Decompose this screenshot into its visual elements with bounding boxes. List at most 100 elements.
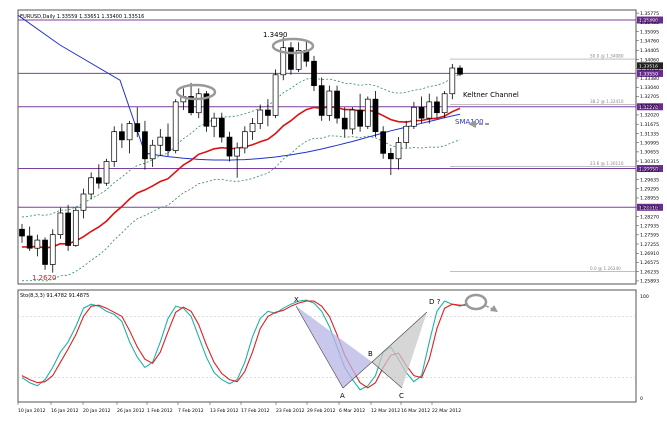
candle — [88, 172, 95, 200]
left-highlight-ellipse — [175, 83, 217, 101]
keltner-label: Keltner Channel — [463, 91, 519, 99]
candle-body — [272, 74, 279, 116]
candle-body — [226, 136, 233, 157]
candle — [288, 42, 294, 75]
price-badge — [637, 16, 663, 24]
time-tick-label: 16 Mar 2012 — [401, 408, 430, 414]
candle-body — [334, 90, 340, 119]
candle-body — [349, 109, 356, 130]
symbol-header: EURUSD,Daily 1.33559 1.33651 1.33400 1.3… — [20, 14, 144, 20]
candle — [311, 55, 317, 92]
price-tick-label: 1.34760 — [640, 38, 659, 44]
candle-body — [103, 161, 110, 184]
price-tick-label: 1.33380 — [640, 76, 659, 82]
candle-body — [241, 131, 248, 149]
candle-body — [380, 131, 387, 154]
price-tick-label: 1.35435 — [640, 20, 659, 26]
sma-arrow-icon — [468, 120, 491, 128]
price-tick-label: 1.30315 — [640, 159, 659, 165]
price-badge — [637, 203, 663, 211]
fibonacci-label: 50.0 @ 1.34080 — [590, 54, 624, 59]
candle — [357, 93, 363, 132]
candle-body — [65, 212, 71, 246]
candle — [334, 85, 340, 124]
candle — [195, 88, 202, 119]
oscillator-arrow-icon — [485, 305, 498, 312]
candle-body — [72, 209, 79, 246]
candle — [119, 123, 125, 148]
pattern-point-b: B — [368, 350, 373, 358]
candle — [72, 207, 79, 247]
price-tick-label: 1.29295 — [640, 187, 659, 193]
top-highlight-ellipse — [271, 37, 315, 55]
candle-body — [449, 67, 456, 95]
time-tick-label: 20 Jan 2012 — [83, 408, 111, 414]
price-tick-label: 1.27935 — [640, 223, 659, 229]
oscillator-pane — [17, 289, 637, 403]
candle-body — [149, 144, 156, 160]
bcd-shading — [372, 312, 427, 388]
candle-body — [418, 106, 425, 119]
candle-body — [42, 239, 48, 265]
price-tick-label: 1.28270 — [640, 214, 659, 220]
candle — [272, 69, 279, 119]
candle-body — [188, 96, 194, 114]
price-badge — [637, 69, 663, 77]
price-badge — [637, 62, 663, 70]
time-tick-label: 12 Mar 2012 — [371, 408, 400, 414]
price-tick-label: 1.35775 — [640, 11, 659, 17]
candle — [142, 120, 148, 170]
high-price-label: 1.3490 — [263, 31, 288, 39]
price-tick-label: 1.33725 — [640, 66, 659, 72]
candle-body — [80, 193, 87, 211]
candle-body — [257, 109, 264, 124]
fibonacci-label: 23.6 @ 1.30110 — [590, 161, 624, 166]
candle — [95, 164, 102, 189]
candle — [364, 96, 371, 129]
candle — [380, 126, 387, 159]
price-badge-label: 1.32270 — [639, 105, 658, 111]
time-tick-label: 17 Feb 2012 — [241, 408, 270, 414]
candle-body — [49, 234, 56, 265]
candle-body — [387, 153, 394, 160]
candle-body — [234, 147, 241, 157]
time-tick-label: 7 Feb 2012 — [178, 408, 204, 414]
ema-path — [21, 105, 461, 249]
price-tick-label: 1.29635 — [640, 177, 659, 183]
candle-body — [295, 50, 302, 70]
xabcd-lines — [295, 305, 403, 389]
candle-body — [249, 123, 256, 133]
candle-body — [165, 136, 171, 152]
candle-body — [457, 67, 463, 75]
candle — [42, 237, 48, 270]
fibonacci-label: 0.0 @ 1.26240 — [590, 266, 621, 271]
candle — [249, 118, 256, 140]
price-tick-label: 1.32365 — [640, 103, 659, 109]
candle — [241, 126, 248, 154]
candle-body — [403, 125, 410, 143]
candle-body — [311, 60, 317, 86]
candle — [34, 234, 41, 257]
candle — [211, 112, 217, 138]
oscillator-highlight-ellipse — [464, 293, 488, 311]
candle-body — [88, 177, 95, 195]
price-tick-label: 1.25893 — [640, 279, 659, 285]
candle-body — [111, 131, 118, 162]
oscillator-tick-label: 0 — [640, 396, 643, 402]
price-tick-label: 1.34060 — [640, 57, 659, 63]
candle — [418, 96, 425, 124]
candlesticks — [19, 36, 463, 273]
price-tick-label: 1.35095 — [640, 29, 659, 35]
time-tick-label: 23 Feb 2012 — [276, 408, 305, 414]
candle-body — [134, 123, 141, 133]
candle — [57, 207, 64, 239]
candle-body — [57, 212, 64, 236]
low-price-label: 1.2620 — [32, 274, 57, 282]
candle-body — [341, 117, 348, 130]
price-badge-label: 1.33550 — [639, 71, 658, 77]
time-tick-label: 22 Mar 2012 — [432, 408, 461, 414]
price-axis: 1.35775 1.35435 1.35095 1.34760 1.34405 1.340… — [636, 11, 659, 285]
candle — [49, 229, 56, 273]
candle-body — [211, 117, 217, 127]
candle-body — [34, 239, 41, 249]
